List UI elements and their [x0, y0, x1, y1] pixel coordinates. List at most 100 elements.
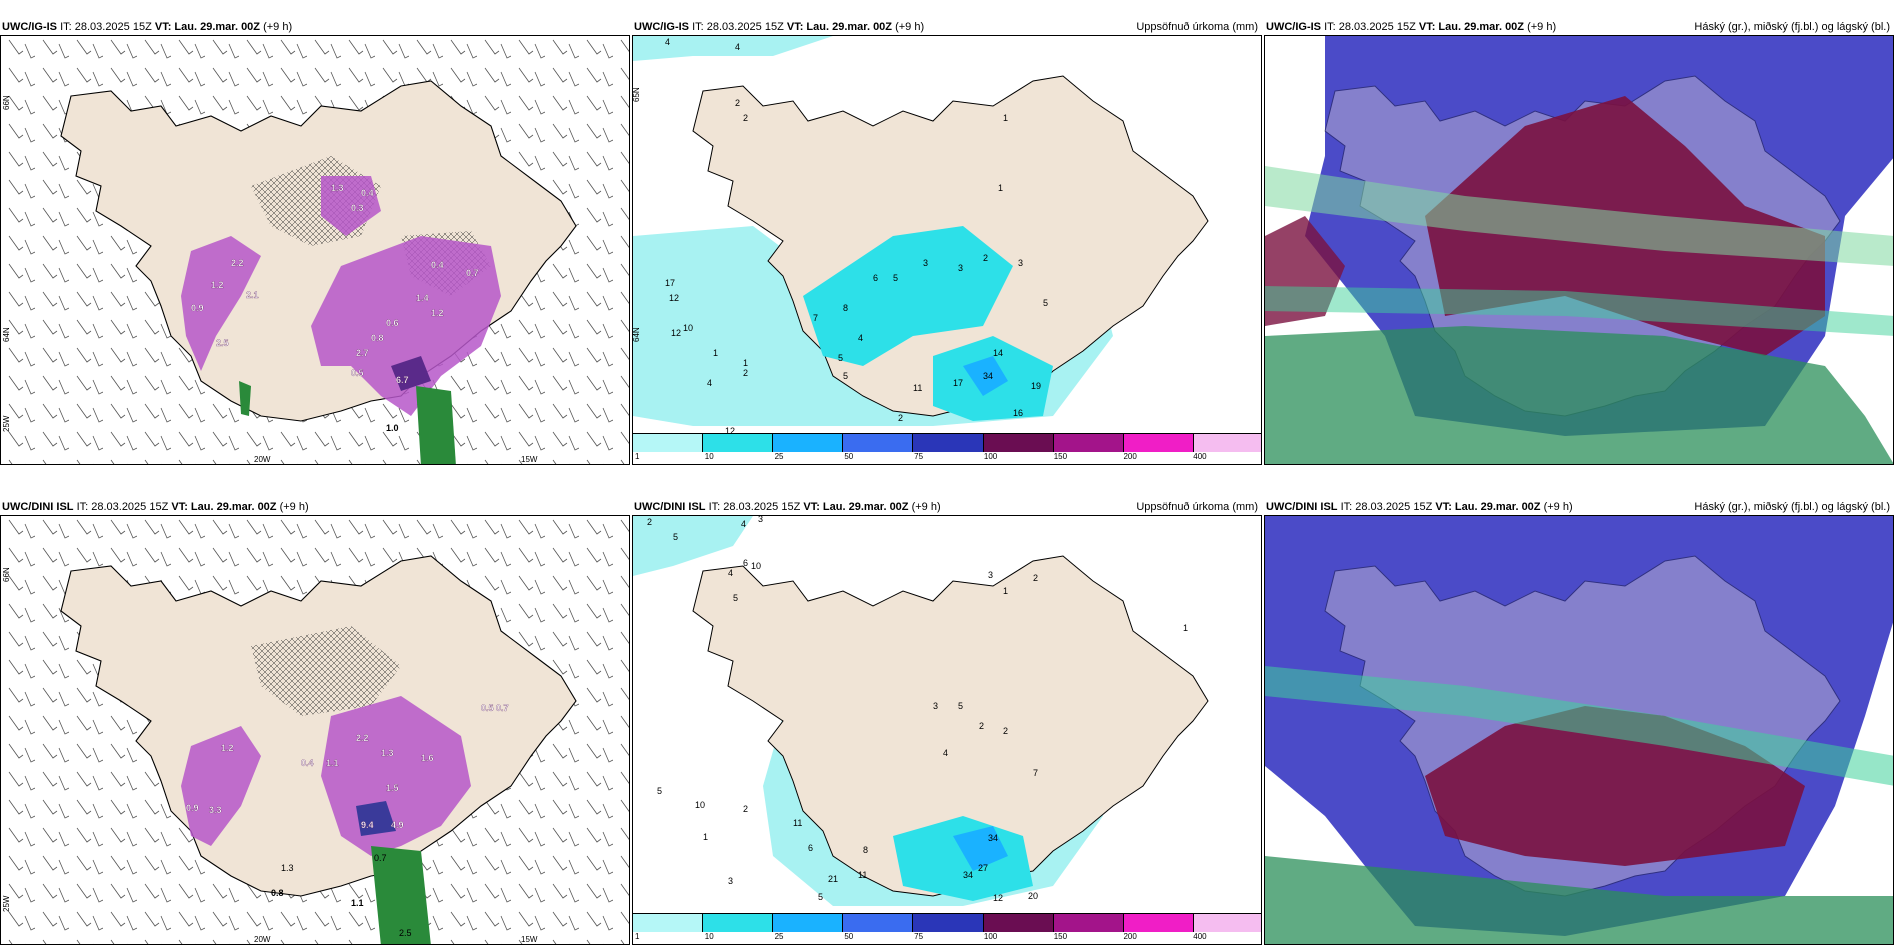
- vt-label: VT:: [803, 501, 820, 513]
- colorbar-tick: 50: [844, 932, 854, 941]
- cloud-high-band: [1265, 666, 1893, 786]
- precip-colorbar: [633, 913, 1261, 932]
- colorbar-swatch: [1193, 434, 1261, 452]
- colorbar-tick: 10: [704, 932, 714, 941]
- value-label: 10: [751, 561, 761, 571]
- lead-time: (+9 h): [895, 21, 925, 33]
- value-label: 5: [673, 532, 678, 542]
- value-label: 0.7: [374, 853, 387, 863]
- precip-core: [391, 356, 431, 391]
- valid-time: Lau. 29.mar. 00Z: [190, 501, 277, 513]
- panel-title: UWC/IG-IS IT: 28.03.2025 15Z VT: Lau. 29…: [634, 21, 924, 33]
- lead-time: (+9 h): [279, 501, 309, 513]
- value-label: 1.2: [211, 280, 224, 290]
- colorbar-tick: 1: [635, 932, 640, 941]
- model-name: UWC/IG-IS: [1266, 21, 1321, 33]
- colorbar-swatch: [983, 914, 1054, 932]
- valid-time: Lau. 29.mar. 00Z: [822, 501, 909, 513]
- value-label: 34: [988, 833, 998, 843]
- value-label: 4: [665, 37, 670, 47]
- colorbar-tick: 200: [1123, 932, 1137, 941]
- value-label: 4: [943, 748, 948, 758]
- value-label: 1: [1003, 113, 1008, 123]
- value-label: 0.6: [386, 318, 399, 328]
- panel-title: UWC/DINI ISL IT: 28.03.2025 15Z VT: Lau.…: [2, 501, 309, 513]
- value-label: 7: [813, 313, 818, 323]
- value-label: 6.7: [396, 375, 409, 385]
- init-time: IT: 28.03.2025 15Z: [1324, 21, 1416, 33]
- lon-label: 20W: [254, 455, 271, 464]
- precip-light-north: [633, 36, 833, 61]
- colorbar-tick: 75: [914, 932, 924, 941]
- value-label: 12: [671, 328, 681, 338]
- value-label: 27: [978, 863, 988, 873]
- value-label: 6: [743, 558, 748, 568]
- value-label: 2.7: [356, 348, 369, 358]
- value-label: 4.9: [391, 820, 404, 830]
- value-label: 1.0: [386, 423, 399, 433]
- lon-label: 20W: [254, 935, 271, 944]
- colorbar-tick: 1: [635, 452, 640, 461]
- colorbar-swatch: [843, 434, 914, 452]
- value-label: 2: [743, 113, 748, 123]
- value-label: 11: [793, 818, 802, 828]
- value-label: 0.9: [191, 303, 204, 313]
- colorbar-swatch: [773, 434, 844, 452]
- panel-field-title: Uppsöfnuð úrkoma (mm): [1136, 21, 1258, 33]
- value-label: 34: [963, 870, 973, 880]
- map-svg: 2.2 1.3 1.5 0.4 1.1 9.4 4.9 0.8 1.3 0.7 …: [1, 516, 629, 944]
- glacier-hatch: [251, 626, 401, 716]
- colorbar-swatch: [913, 914, 984, 932]
- precip-area-3: [321, 176, 381, 236]
- panel-title: UWC/DINI ISL IT: 28.03.2025 15Z VT: Lau.…: [1266, 501, 1573, 513]
- value-label: 2: [743, 368, 748, 378]
- lon-label: 15W: [521, 455, 538, 464]
- value-label: 0.3: [351, 203, 364, 213]
- value-label: 1.2: [221, 743, 234, 753]
- value-label: 1: [998, 183, 1003, 193]
- value-label: 17: [665, 278, 675, 288]
- value-label: 2: [735, 98, 740, 108]
- value-label: 1.5: [386, 783, 399, 793]
- value-label: 14: [993, 348, 1003, 358]
- value-label: 5: [838, 353, 843, 363]
- colorbar-swatch: [703, 434, 774, 452]
- iceland-land: [692, 555, 1209, 897]
- model-name: UWC/DINI ISL: [1266, 501, 1338, 513]
- lat-label: 25W: [2, 415, 11, 432]
- value-label: 1: [1003, 586, 1008, 596]
- colorbar-swatch: [1193, 914, 1261, 932]
- colorbar-ticks: 1 10 25 50 75 100 150 200 400: [633, 452, 1261, 464]
- panel-title: UWC/IG-IS IT: 28.03.2025 15Z VT: Lau. 29…: [2, 21, 292, 33]
- value-label: 1.3: [331, 183, 344, 193]
- model-name: UWC/DINI ISL: [2, 501, 74, 513]
- cloud-high-band-2: [1265, 286, 1893, 336]
- value-label: 3: [923, 258, 928, 268]
- value-label: 17: [953, 378, 963, 388]
- value-label: 0.7: [466, 268, 479, 278]
- value-label: 2.5: [216, 338, 229, 348]
- vt-label: VT:: [786, 21, 804, 33]
- value-label: 0.4: [301, 758, 314, 768]
- colorbar-swatch: [843, 914, 914, 932]
- value-label: 3: [933, 701, 938, 711]
- colorbar-tick: 100: [983, 452, 998, 461]
- value-label: 0.8: [271, 888, 284, 898]
- value-label: 5: [733, 593, 738, 603]
- value-label: 4: [728, 568, 733, 578]
- value-label: 2: [647, 517, 652, 527]
- colorbar-tick: 75: [914, 452, 924, 461]
- value-label: 5: [958, 701, 963, 711]
- precip-cyan: [803, 226, 1013, 366]
- value-label: 3: [758, 516, 763, 524]
- value-label: 12: [725, 426, 735, 436]
- model-name: UWC/IG-IS: [2, 21, 57, 33]
- colorbar-tick: 150: [1053, 932, 1068, 941]
- panel-dini-clouds: UWC/DINI ISL IT: 28.03.2025 15Z VT: Lau.…: [1264, 480, 1894, 945]
- value-label: 6: [808, 843, 813, 853]
- panel-title: UWC/DINI ISL IT: 28.03.2025 15Z VT: Lau.…: [634, 501, 941, 513]
- value-label: 0.5: [351, 368, 364, 378]
- vt-label: VT:: [1435, 501, 1452, 513]
- value-label: 8: [863, 845, 868, 855]
- map-svg: 4 4 2 2 1 1 3 6 5 3 2 3 5 17 12 10 12 1 …: [633, 36, 1209, 436]
